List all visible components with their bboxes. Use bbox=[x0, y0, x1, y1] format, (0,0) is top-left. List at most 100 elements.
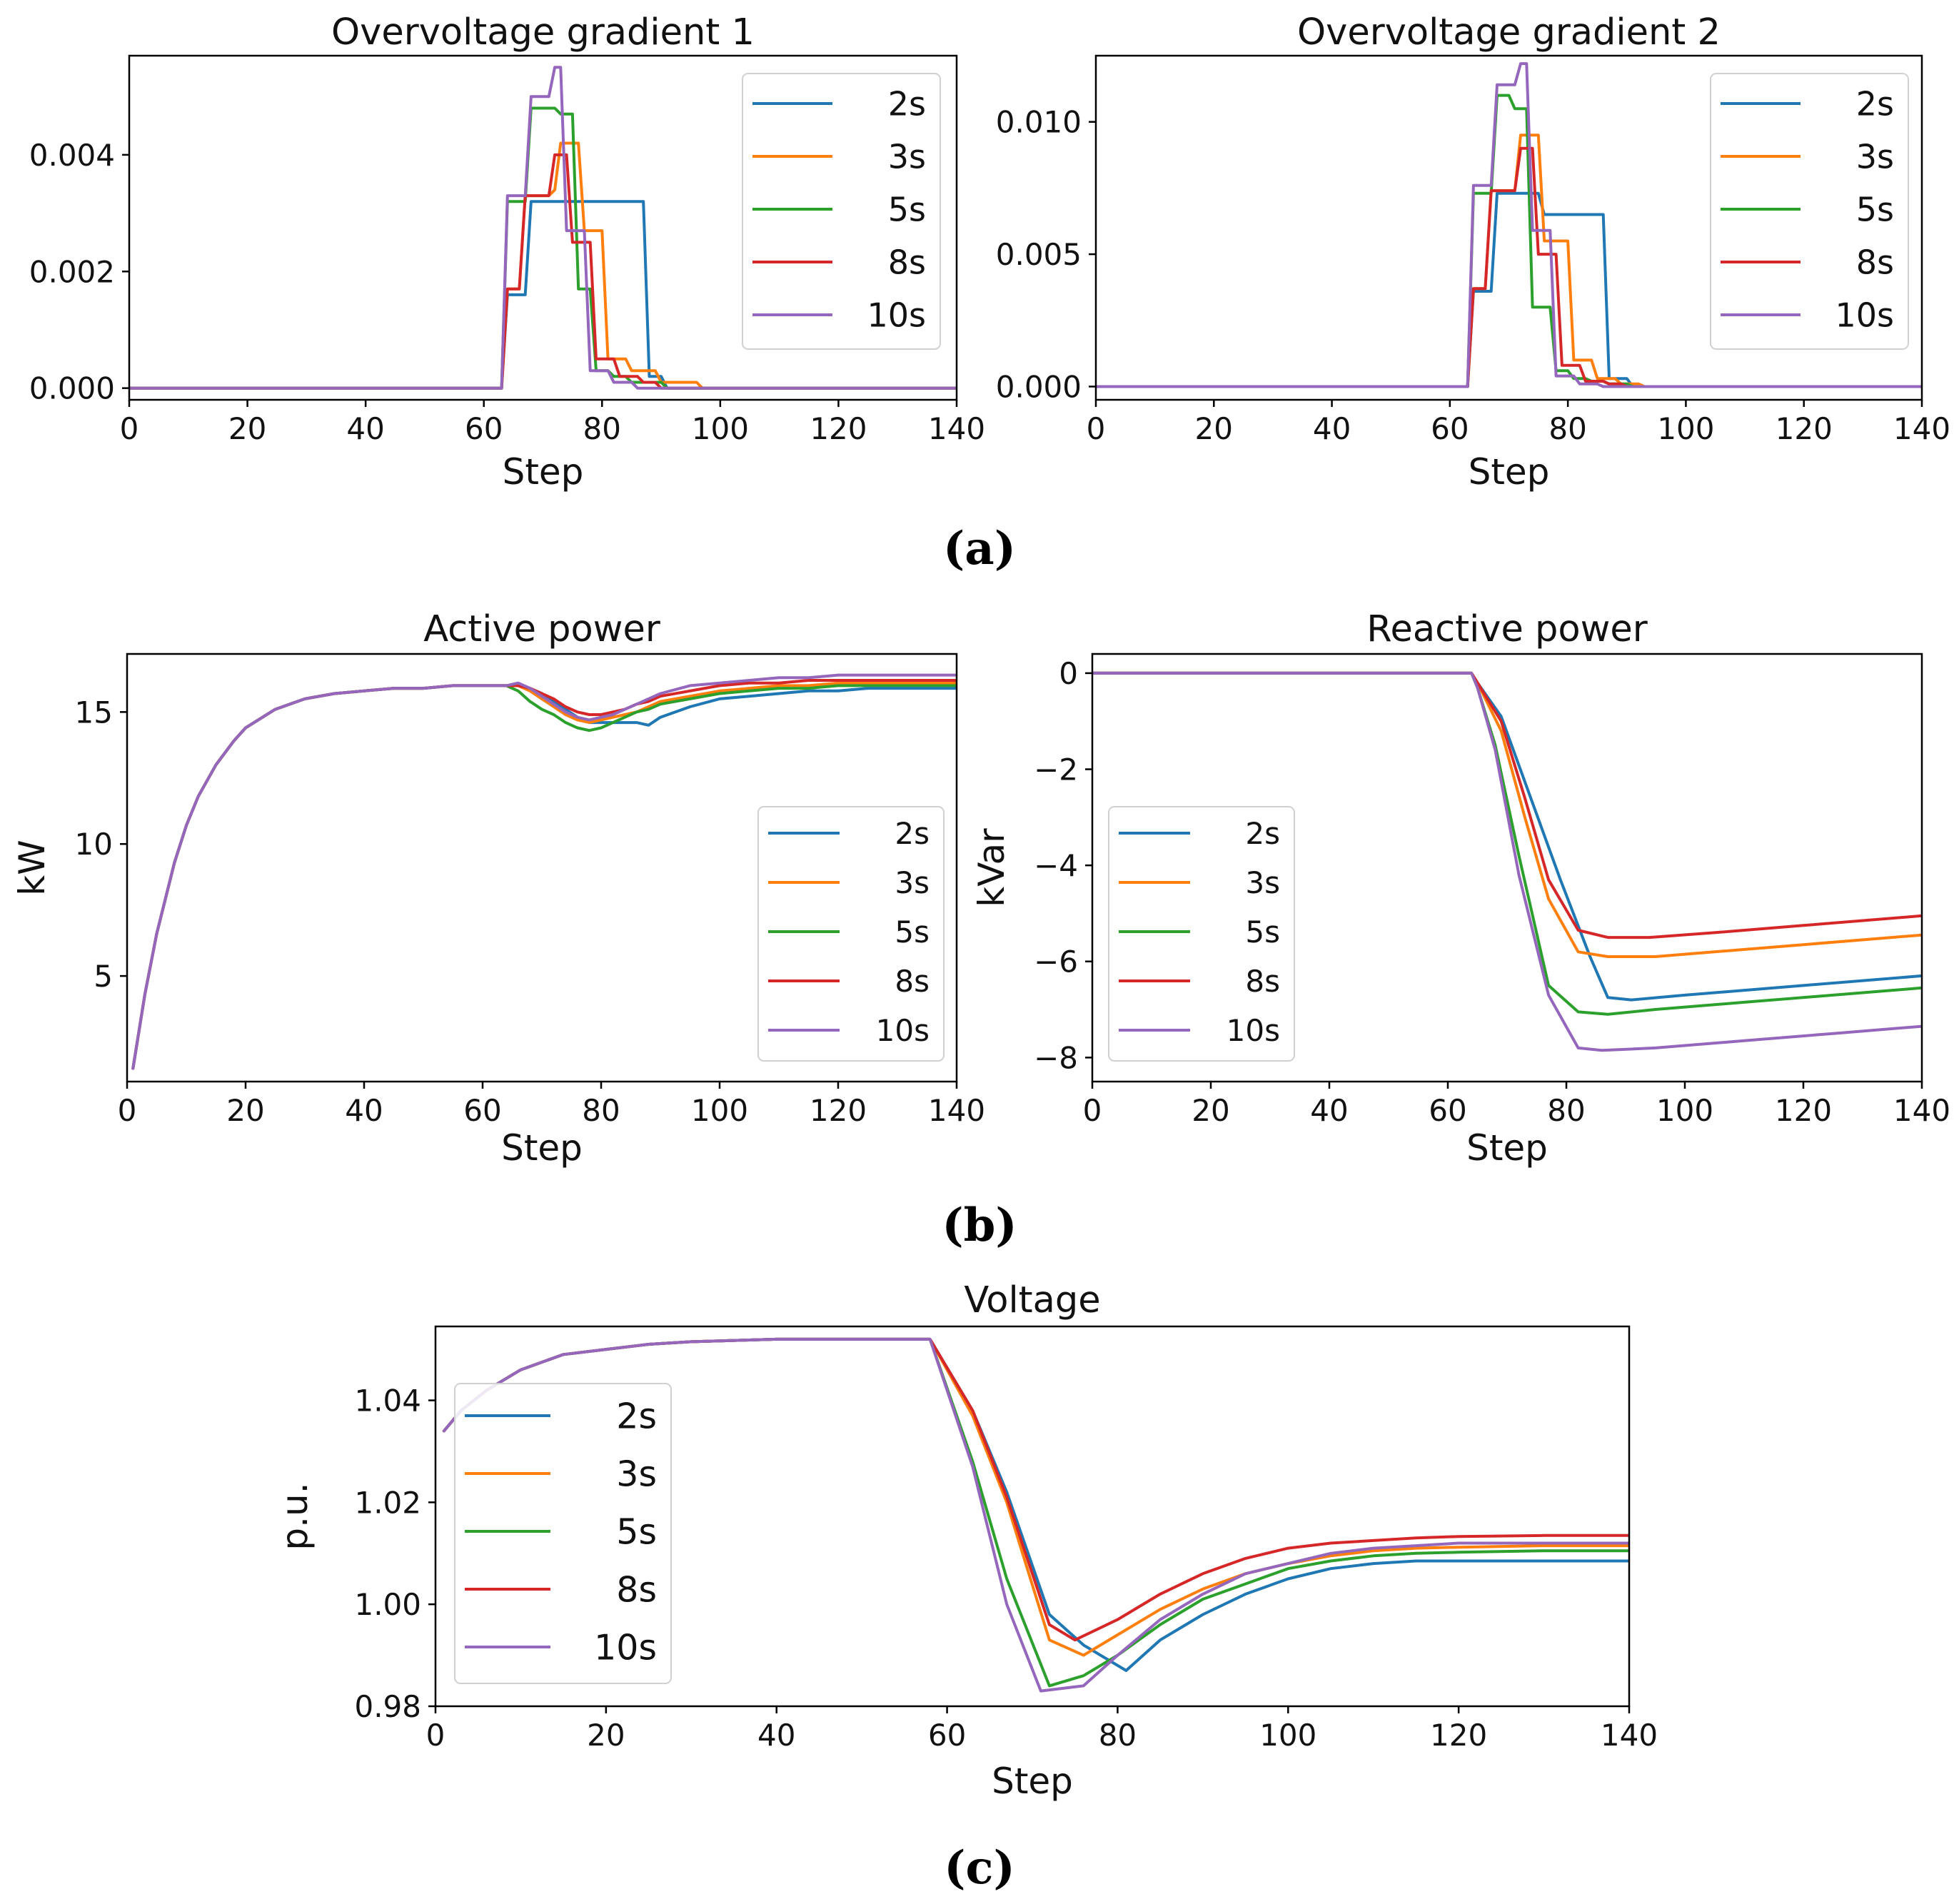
series-line-10s bbox=[1096, 62, 1922, 388]
y-tick-label: −2 bbox=[1034, 752, 1078, 787]
y-tick-label: 1.00 bbox=[354, 1587, 421, 1622]
legend-label: 8s bbox=[1245, 964, 1280, 999]
chart-overvoltage-gradient-1: Overvoltage gradient 1 0 20 40 60 80 100 120 140… bbox=[29, 11, 985, 493]
x-tick-label: 80 bbox=[1099, 1718, 1137, 1753]
series-line-10s bbox=[1092, 671, 1922, 1052]
x-tick-label: 100 bbox=[691, 1093, 748, 1128]
legend-label: 3s bbox=[1245, 865, 1280, 900]
x-tick-label: 20 bbox=[1195, 411, 1233, 446]
chart-overvoltage-gradient-2: Overvoltage gradient 2 0 20 40 60 80 100 120 140… bbox=[996, 11, 1950, 493]
y-tick-label: 0.010 bbox=[996, 105, 1082, 140]
legend-item-3s: 3s bbox=[465, 1454, 657, 1495]
legend: 2s 3s 5s 8s 10s bbox=[757, 806, 945, 1062]
caption-b: (b) bbox=[942, 1199, 1017, 1252]
legend-item-3s: 3s bbox=[1721, 138, 1894, 176]
legend-item-2s: 2s bbox=[752, 85, 926, 124]
x-tick-label: 100 bbox=[1259, 1718, 1316, 1753]
y-tick-label: 0 bbox=[1059, 656, 1078, 691]
legend-item-8s: 8s bbox=[1119, 964, 1280, 999]
legend-box bbox=[1710, 73, 1909, 350]
legend-item-8s: 8s bbox=[1721, 243, 1894, 282]
series-group bbox=[1096, 62, 1922, 388]
series-group bbox=[129, 66, 957, 390]
legend: 2s 3s 5s 8s 10s bbox=[1108, 806, 1295, 1062]
legend-label: 2s bbox=[895, 816, 930, 851]
legend-label: 10s bbox=[1835, 296, 1895, 335]
y-axis-label: kW bbox=[11, 840, 53, 895]
x-tick-label: 20 bbox=[228, 411, 266, 446]
legend-label: 2s bbox=[1245, 816, 1280, 851]
legend-box bbox=[757, 806, 945, 1062]
x-tick-label: 140 bbox=[1601, 1718, 1658, 1753]
x-axis-label: Step bbox=[1469, 451, 1550, 493]
plot-frame bbox=[1091, 653, 1923, 1083]
x-tick-label: 0 bbox=[426, 1718, 445, 1753]
legend-label: 2s bbox=[888, 85, 926, 124]
chart-title: Overvoltage gradient 1 bbox=[331, 11, 755, 54]
y-tick-label: 0.005 bbox=[996, 237, 1082, 272]
legend-label: 10s bbox=[876, 1013, 930, 1048]
x-tick-label: 100 bbox=[1656, 1093, 1713, 1128]
legend-item-8s: 8s bbox=[768, 964, 930, 999]
legend: 2s 3s 5s 8s 10s bbox=[742, 73, 941, 350]
y-tick-label: −6 bbox=[1034, 945, 1078, 979]
legend-item-5s: 5s bbox=[465, 1512, 657, 1553]
y-tick-label: −8 bbox=[1034, 1040, 1078, 1075]
legend-item-3s: 3s bbox=[1119, 865, 1280, 900]
chart-reactive-power: Reactive power 0 20 40 60 80 100 120 140 −8 −6 −4 −2… bbox=[971, 608, 1950, 1169]
chart-active-power: Active power 0 20 40 60 80 100 120 140 5 10 15 Step k… bbox=[11, 608, 985, 1169]
x-tick-label: 60 bbox=[928, 1718, 966, 1753]
legend-label: 2s bbox=[616, 1396, 657, 1437]
chart-title: Reactive power bbox=[1366, 608, 1647, 650]
legend-item-5s: 5s bbox=[1721, 191, 1894, 229]
plot-frame bbox=[434, 1325, 1631, 1708]
x-tick-label: 100 bbox=[1657, 411, 1714, 446]
x-tick-label: 0 bbox=[1087, 411, 1106, 446]
legend-label: 10s bbox=[1227, 1013, 1280, 1048]
series-line-8s bbox=[1092, 671, 1922, 940]
x-axis-label: Step bbox=[1466, 1127, 1548, 1169]
x-axis-label: Step bbox=[501, 1127, 583, 1169]
y-tick-label: 0.002 bbox=[29, 254, 115, 289]
legend-label: 3s bbox=[888, 138, 926, 176]
legend-box bbox=[742, 73, 941, 350]
legend-label: 8s bbox=[888, 243, 926, 282]
legend-item-3s: 3s bbox=[752, 138, 926, 176]
legend-label: 8s bbox=[616, 1570, 657, 1611]
x-tick-label: 120 bbox=[810, 411, 867, 446]
chart-title: Voltage bbox=[964, 1279, 1100, 1321]
x-tick-label: 40 bbox=[345, 1093, 383, 1128]
series-line-8s bbox=[1096, 146, 1922, 388]
legend-box bbox=[1108, 806, 1295, 1062]
x-tick-label: 80 bbox=[1547, 1093, 1585, 1128]
chart-voltage: Voltage 0 20 40 60 80 100 120 140 0.98 1.00 1.02 1.0… bbox=[274, 1279, 1658, 1802]
x-axis-label: Step bbox=[503, 451, 584, 493]
x-tick-label: 140 bbox=[1893, 1093, 1950, 1128]
plot-frame bbox=[1094, 54, 1923, 401]
series-line-10s bbox=[131, 673, 957, 1070]
legend-item-2s: 2s bbox=[1119, 816, 1280, 851]
legend-label: 3s bbox=[616, 1454, 657, 1495]
x-axis-label: Step bbox=[992, 1761, 1073, 1802]
x-tick-label: 40 bbox=[1310, 1093, 1348, 1128]
x-tick-label: 120 bbox=[1430, 1718, 1487, 1753]
legend-label: 3s bbox=[895, 865, 930, 900]
x-tick-label: 40 bbox=[346, 411, 384, 446]
legend-label: 2s bbox=[1856, 85, 1894, 124]
legend: 2s 3s 5s 8s 10s bbox=[1710, 73, 1909, 350]
y-tick-label: 0.98 bbox=[354, 1689, 421, 1724]
x-tick-label: 20 bbox=[226, 1093, 264, 1128]
x-tick-label: 0 bbox=[120, 411, 139, 446]
series-group bbox=[442, 1337, 1629, 1693]
y-axis-label: kVar bbox=[971, 828, 1012, 907]
x-tick-label: 60 bbox=[465, 411, 503, 446]
x-tick-label: 40 bbox=[757, 1718, 795, 1753]
legend-item-10s: 10s bbox=[768, 1013, 930, 1048]
legend-label: 5s bbox=[888, 191, 926, 229]
x-tick-label: 60 bbox=[1431, 411, 1469, 446]
x-tick-label: 140 bbox=[928, 411, 985, 446]
x-tick-label: 20 bbox=[587, 1718, 625, 1753]
legend-label: 10s bbox=[867, 296, 927, 335]
y-tick-label: 5 bbox=[94, 959, 113, 994]
legend-label: 5s bbox=[1856, 191, 1894, 229]
